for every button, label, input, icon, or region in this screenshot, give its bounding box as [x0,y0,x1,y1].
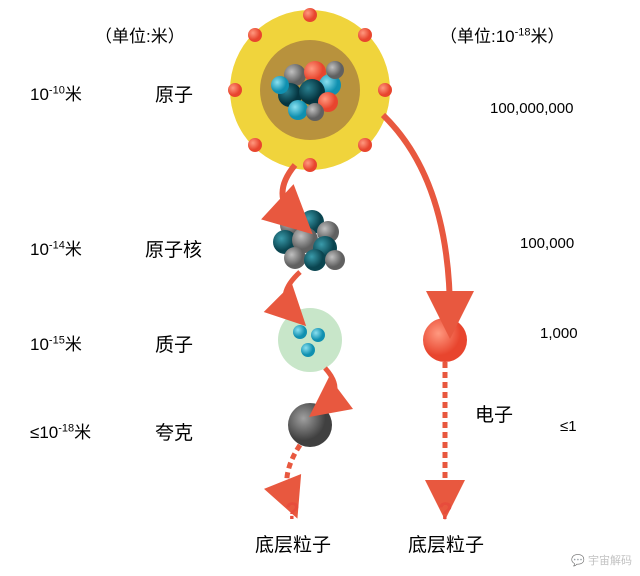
name-atom: 原子 [155,80,193,107]
electron-diagram [423,318,467,362]
name-quark: 夸克 [155,418,193,445]
arrow-atom-electron [383,115,450,315]
atom-diagram [228,8,392,172]
question-right: ? [438,498,453,526]
arrow-proton-quark [325,368,335,405]
name-electron: 电子 [475,400,513,427]
scale-atom: 10-10米 [30,80,82,105]
rnum-nucleus: 100,000 [520,235,574,252]
arrow-nucleus-proton [285,272,300,312]
scale-proton: 10-15米 [30,330,82,355]
unit-right: （单位:10-18米） [440,22,565,47]
rnum-quark: ≤1 [560,418,577,435]
proton-diagram [278,308,342,372]
arrow-quark-bottom [287,445,300,500]
rnum-atom: 100,000,000 [490,100,573,117]
scale-quark: ≤10-18米 [30,418,91,443]
quark-diagram [288,403,332,447]
rnum-proton: 1,000 [540,325,578,342]
bottom-right: 底层粒子 [408,530,484,557]
watermark: 💬 宇宙解码 [571,552,632,568]
bottom-left: 底层粒子 [255,530,331,557]
name-proton: 质子 [155,330,193,357]
arrow-atom-nucleus [283,165,296,218]
nucleus-diagram [273,210,345,271]
scale-nucleus: 10-14米 [30,235,82,260]
question-left: ? [285,498,300,526]
name-nucleus: 原子核 [145,235,202,262]
unit-left: （单位:米） [95,22,185,47]
